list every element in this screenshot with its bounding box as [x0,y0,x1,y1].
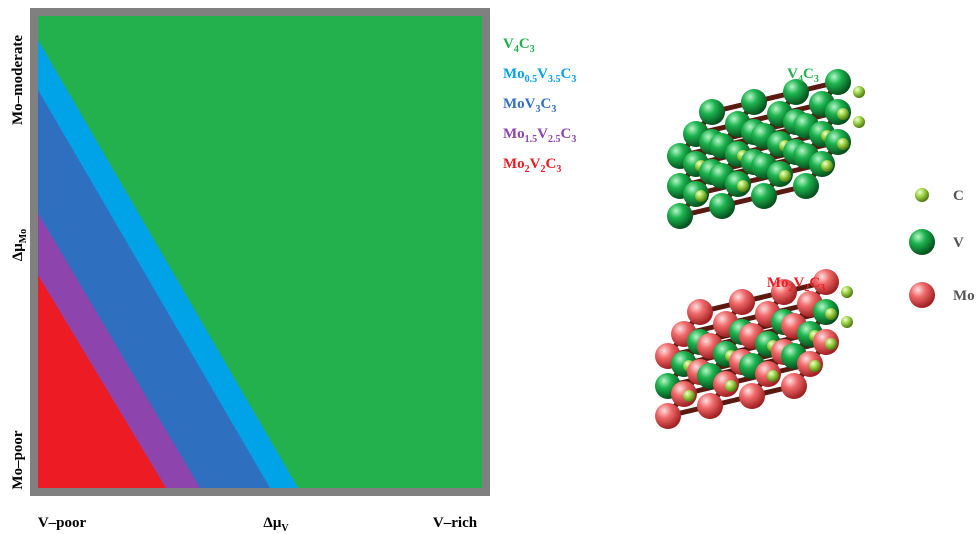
text-part: C [541,96,552,112]
subscript: 2.5 [548,134,561,145]
subscript: 3 [556,164,561,175]
atom [853,116,865,128]
text-part: V [787,66,798,82]
atom [779,170,791,182]
atom [699,99,725,125]
atom [709,193,735,219]
atom [697,393,723,419]
subscript: 3 [571,74,576,85]
subscript: 0.5 [525,74,538,85]
x-axis-label: ΔμV [263,515,289,534]
subscript: 3 [571,134,576,145]
atom [655,403,681,429]
text-part: C [519,36,530,52]
text-part: Mo [503,156,525,172]
subscript: 3.5 [548,74,561,85]
text-part: MoV [503,96,536,112]
figure: Mo–moderate ΔμMo Mo–poor V–poor ΔμV V–ri… [0,0,980,534]
x-right-label: V–rich [433,515,478,531]
atom [741,89,767,115]
text-part: Mo [503,126,525,142]
atom [667,203,693,229]
atom [837,138,849,150]
text-part: Mo [503,66,525,82]
atom [841,316,853,328]
legend-entry: Mo2V2C3 [503,156,561,175]
text-part: C [561,66,572,82]
crystal [667,69,865,229]
atom [695,190,707,202]
atom [687,299,713,325]
subscript: 3 [820,283,825,294]
atom [825,69,851,95]
atom-label: V [953,235,964,251]
y-axis-label: ΔμMo [10,229,29,261]
atom-swatch [915,188,929,202]
atom [825,308,837,320]
atom [683,390,695,402]
atom [729,289,755,315]
legend-entry: MoV3C3 [503,96,556,115]
atom-legend: C V Mo [909,188,975,308]
text-part: V [503,36,514,52]
text-part: Δμ [10,243,26,261]
text-part: C [809,275,820,291]
x-left-label: V–poor [38,515,87,531]
atom [781,373,807,399]
subscript: V [281,523,289,534]
text-part: V [530,156,541,172]
atom-swatch [909,229,935,255]
atom-label: Mo [953,288,975,304]
text-part: Mo [767,275,789,291]
legend-entry: Mo1.5V2.5C3 [503,126,576,145]
atom [809,360,821,372]
y-top-label: Mo–moderate [10,35,26,125]
atom [841,286,853,298]
text-part: Δμ [263,515,281,531]
atom [821,160,833,172]
subscript: Mo [18,229,29,243]
atom-swatch [909,282,935,308]
legend-entry: Mo0.5V3.5C3 [503,66,576,85]
text-part: C [803,66,814,82]
subscript: 3 [530,44,535,55]
atom [837,108,849,120]
subscript: 3 [551,104,556,115]
legend-entry: V4C3 [503,36,535,55]
phase-diagram [30,8,490,496]
y-bottom-label: Mo–poor [10,430,26,490]
text-part: V [537,126,548,142]
text-part: V [793,275,804,291]
atom [783,79,809,105]
atom [739,383,765,409]
atom [725,380,737,392]
atom [853,86,865,98]
text-part: C [561,126,572,142]
subscript: 1.5 [525,134,538,145]
atom [767,370,779,382]
atom [793,173,819,199]
atom [751,183,777,209]
subscript: 3 [814,74,819,85]
atom-label: C [953,188,964,204]
text-part: C [546,156,557,172]
atom [737,180,749,192]
text-part: V [537,66,548,82]
atom [825,338,837,350]
